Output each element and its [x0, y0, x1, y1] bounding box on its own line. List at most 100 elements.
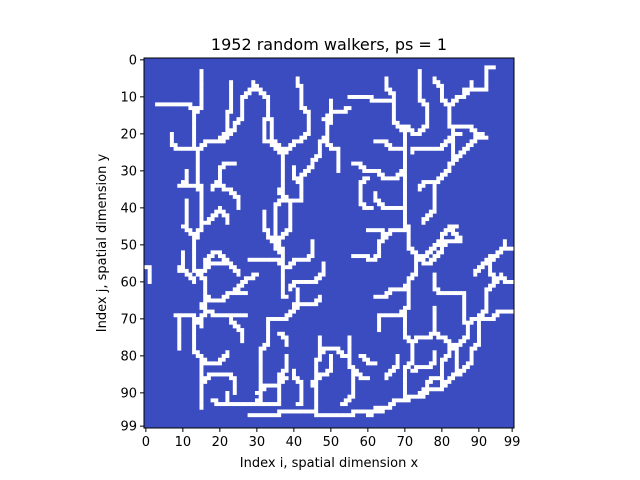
- occupied-cell: [258, 354, 263, 358]
- occupied-cell: [406, 243, 411, 247]
- occupied-cell: [351, 379, 356, 384]
- occupied-cell: [277, 402, 282, 407]
- occupied-cell: [447, 224, 452, 229]
- occupied-cell: [192, 239, 197, 244]
- occupied-cell: [195, 109, 200, 114]
- occupied-cell: [199, 206, 204, 210]
- occupied-cell: [432, 191, 437, 196]
- occupied-cell: [310, 250, 315, 255]
- occupied-cell: [403, 372, 407, 377]
- occupied-cell: [484, 298, 489, 303]
- occupied-cell: [458, 368, 463, 373]
- occupied-cell: [484, 65, 489, 70]
- occupied-cell: [421, 335, 426, 340]
- occupied-cell: [406, 224, 411, 229]
- occupied-cell: [432, 187, 437, 192]
- occupied-cell: [292, 376, 296, 381]
- occupied-cell: [403, 161, 407, 166]
- occupied-cell: [240, 98, 245, 103]
- occupied-cell: [243, 291, 248, 296]
- occupied-cell: [218, 209, 222, 214]
- occupied-cell: [192, 135, 197, 140]
- occupied-cell: [473, 87, 478, 92]
- occupied-cell: [273, 317, 278, 321]
- occupied-cell: [403, 157, 407, 162]
- occupied-cell: [510, 280, 515, 284]
- occupied-cell: [458, 154, 463, 159]
- occupied-cell: [218, 206, 222, 210]
- occupied-cell: [295, 402, 300, 407]
- occupied-cell: [188, 313, 193, 318]
- occupied-cell: [277, 143, 282, 148]
- occupied-cell: [288, 220, 293, 225]
- occupied-cell: [432, 324, 437, 329]
- occupied-cell: [443, 139, 448, 144]
- occupied-cell: [351, 391, 356, 395]
- occupied-cell: [406, 228, 411, 233]
- occupied-cell: [280, 150, 285, 155]
- occupied-cell: [195, 172, 200, 177]
- occupied-cell: [310, 254, 315, 259]
- occupied-cell: [421, 254, 426, 259]
- occupied-cell: [384, 83, 389, 88]
- occupied-cell: [414, 265, 419, 270]
- occupied-cell: [477, 339, 481, 344]
- occupied-cell: [255, 257, 259, 262]
- occupied-cell: [214, 261, 219, 266]
- occupied-cell: [395, 398, 400, 403]
- occupied-cell: [236, 202, 241, 207]
- occupied-cell: [169, 135, 174, 140]
- occupied-cell: [410, 146, 415, 151]
- occupied-cell: [354, 95, 359, 99]
- occupied-cell: [195, 154, 200, 159]
- occupied-cell: [447, 376, 452, 381]
- occupied-cell: [347, 350, 352, 355]
- occupied-cell: [192, 257, 197, 262]
- occupied-cell: [451, 143, 456, 148]
- occupied-cell: [303, 109, 308, 114]
- occupied-cell: [295, 291, 300, 296]
- occupied-cell: [284, 317, 289, 321]
- occupied-cell: [280, 250, 285, 255]
- occupied-cell: [377, 202, 382, 207]
- occupied-cell: [406, 394, 411, 399]
- occupied-cell: [310, 379, 315, 384]
- occupied-cell: [310, 243, 315, 247]
- occupied-cell: [447, 339, 452, 344]
- occupied-cell: [417, 91, 422, 96]
- occupied-cell: [266, 139, 271, 144]
- occupied-cell: [336, 413, 341, 418]
- occupied-cell: [284, 365, 289, 370]
- occupied-cell: [347, 361, 352, 366]
- occupied-cell: [462, 365, 467, 370]
- x-tick-label: 90: [471, 435, 488, 450]
- occupied-cell: [199, 268, 204, 273]
- occupied-cell: [266, 257, 271, 262]
- occupied-cell: [417, 87, 422, 92]
- occupied-cell: [303, 257, 308, 262]
- occupied-cell: [155, 102, 160, 107]
- occupied-cell: [380, 405, 385, 410]
- occupied-cell: [269, 132, 274, 136]
- occupied-cell: [277, 398, 282, 403]
- occupied-cell: [288, 265, 293, 270]
- occupied-cell: [436, 243, 441, 247]
- occupied-cell: [384, 139, 389, 144]
- occupied-cell: [325, 372, 330, 377]
- occupied-cell: [502, 276, 507, 281]
- occupied-cell: [192, 339, 197, 344]
- occupied-cell: [421, 180, 426, 185]
- occupied-cell: [465, 91, 470, 96]
- occupied-cell: [391, 206, 396, 210]
- occupied-cell: [377, 246, 382, 251]
- occupied-cell: [325, 139, 330, 144]
- occupied-cell: [243, 276, 248, 281]
- occupied-cell: [225, 117, 230, 122]
- occupied-cell: [280, 272, 285, 277]
- y-tick-label: 99: [120, 420, 137, 435]
- occupied-cell: [451, 228, 456, 233]
- occupied-cell: [184, 209, 189, 214]
- occupied-cell: [269, 235, 274, 240]
- occupied-cell: [177, 346, 182, 351]
